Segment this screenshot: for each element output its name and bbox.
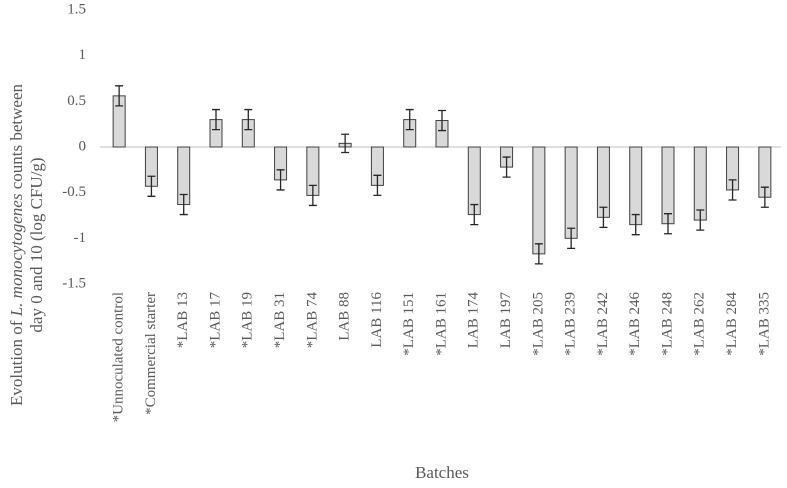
x-tick-label: *LAB 151	[401, 292, 417, 356]
error-bar	[115, 85, 124, 107]
x-tick-label: *LAB 246	[627, 292, 643, 356]
y-axis-title: Evolution of L. monocytogenes counts bet…	[7, 84, 26, 407]
bar	[661, 146, 675, 225]
x-tick-label: *LAB 31	[272, 292, 288, 348]
error-bar	[502, 156, 511, 178]
error-bar	[438, 109, 446, 132]
error-bar	[728, 179, 737, 201]
y-axis-title: day 0 and 10 (log CFU/g)	[27, 157, 46, 332]
x-tick-label: *LAB 74	[304, 292, 320, 349]
x-tick-label: *LAB 242	[595, 292, 611, 356]
x-tick-label: LAB 88	[337, 292, 353, 341]
x-axis-title: Batches	[415, 463, 469, 482]
y-tick-label: 1	[79, 47, 87, 63]
x-tick-label: *LAB 284	[724, 292, 740, 356]
x-tick-label: *LAB 248	[659, 292, 675, 356]
error-bar	[276, 169, 285, 191]
bar	[564, 146, 578, 239]
y-tick-label: 1.5	[67, 1, 86, 17]
error-bar	[696, 209, 705, 231]
error-bar	[534, 243, 543, 265]
error-bar	[212, 108, 220, 131]
x-tick-label: LAB 197	[498, 292, 514, 349]
error-bar	[341, 133, 350, 154]
error-bar	[373, 174, 382, 197]
x-tick-label: *Commercial starter	[143, 292, 159, 415]
y-title-part: counts between	[7, 84, 26, 194]
y-title-part: Evolution of	[7, 316, 26, 406]
x-tick-label: *LAB 19	[240, 292, 256, 348]
y-tick-label: 0.5	[67, 93, 86, 109]
y-tick-label: -1	[74, 230, 87, 246]
x-tick-label: LAB 174	[466, 292, 482, 349]
y-tick-label: -1.5	[62, 275, 86, 291]
x-tick-label: *LAB 161	[433, 292, 449, 356]
error-bar	[244, 108, 253, 131]
x-tick-label: *LAB 262	[692, 292, 708, 356]
error-bar	[179, 193, 188, 216]
error-bar	[599, 206, 608, 229]
x-tick-label: *LAB 13	[175, 292, 191, 348]
y-title-part: L. monocytogenes	[7, 193, 26, 317]
error-bar	[664, 213, 672, 235]
error-bar	[147, 175, 156, 197]
x-tick-label: *LAB 335	[756, 292, 772, 356]
error-bar	[567, 227, 576, 250]
x-tick-label: LAB 116	[369, 292, 385, 348]
x-tick-label: *LAB 205	[530, 292, 546, 356]
x-tick-label: *LAB 17	[207, 292, 223, 349]
error-bar	[631, 213, 640, 236]
error-bar	[308, 184, 317, 207]
bar	[629, 146, 643, 226]
y-tick-label: -0.5	[62, 184, 86, 200]
bar	[693, 146, 707, 221]
bar	[532, 146, 546, 255]
x-tick-label: *Unnoculated control	[111, 292, 127, 422]
error-bar	[760, 186, 769, 208]
error-bar	[470, 203, 479, 226]
x-tick-label: *LAB 239	[563, 292, 579, 356]
error-bar	[405, 108, 414, 131]
y-tick-label: 0	[79, 138, 87, 154]
